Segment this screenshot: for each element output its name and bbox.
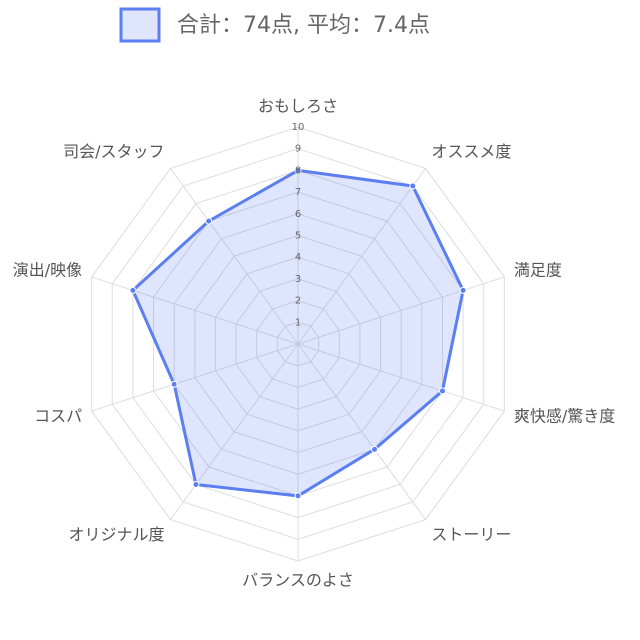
data-point — [205, 217, 213, 225]
data-point — [294, 492, 302, 500]
data-point — [409, 182, 417, 190]
category-label: ストーリー — [431, 525, 511, 544]
r-tick-label: 9 — [295, 144, 301, 155]
grid-ring — [256, 300, 340, 388]
r-tick-label: 6 — [295, 209, 301, 220]
data-point — [459, 286, 467, 294]
r-tick-label: 4 — [295, 252, 301, 263]
grid-ring — [214, 256, 382, 432]
category-label: バランスのよさ — [242, 571, 354, 590]
grid-ring — [235, 278, 361, 410]
grid-ring — [91, 126, 505, 562]
r-tick-label: 3 — [295, 274, 301, 285]
data-point — [192, 480, 200, 488]
grid-ring — [276, 321, 320, 367]
data-point — [371, 445, 379, 453]
data-point — [438, 387, 446, 395]
category-label: オリジナル度 — [69, 525, 165, 544]
r-tick-label: 1 — [295, 317, 301, 328]
r-tick-label: 7 — [295, 187, 301, 198]
r-tick-label: 2 — [295, 296, 301, 307]
grid-ring — [173, 213, 423, 475]
r-tick-label: 10 — [292, 122, 305, 133]
data-point — [129, 286, 137, 294]
data-point — [170, 380, 178, 388]
legend-label: 合計：74点, 平均：7.4点 — [177, 13, 430, 38]
r-tick-label: 5 — [295, 231, 301, 242]
category-label: 司会/スタッフ — [63, 142, 164, 161]
category-label: おもしろさ — [258, 97, 338, 116]
legend-swatch — [119, 7, 161, 43]
category-label: 満足度 — [514, 260, 562, 279]
category-label: コスパ — [34, 407, 82, 426]
grid-ring — [194, 234, 402, 454]
category-label: オススメ度 — [431, 142, 511, 161]
r-tick-label: 8 — [295, 165, 301, 176]
category-label: 爽快感/驚き度 — [514, 407, 615, 426]
category-label: 演出/映像 — [13, 260, 82, 279]
grid-ring — [132, 169, 464, 519]
data-point — [294, 166, 302, 174]
grid-ring — [111, 148, 485, 540]
